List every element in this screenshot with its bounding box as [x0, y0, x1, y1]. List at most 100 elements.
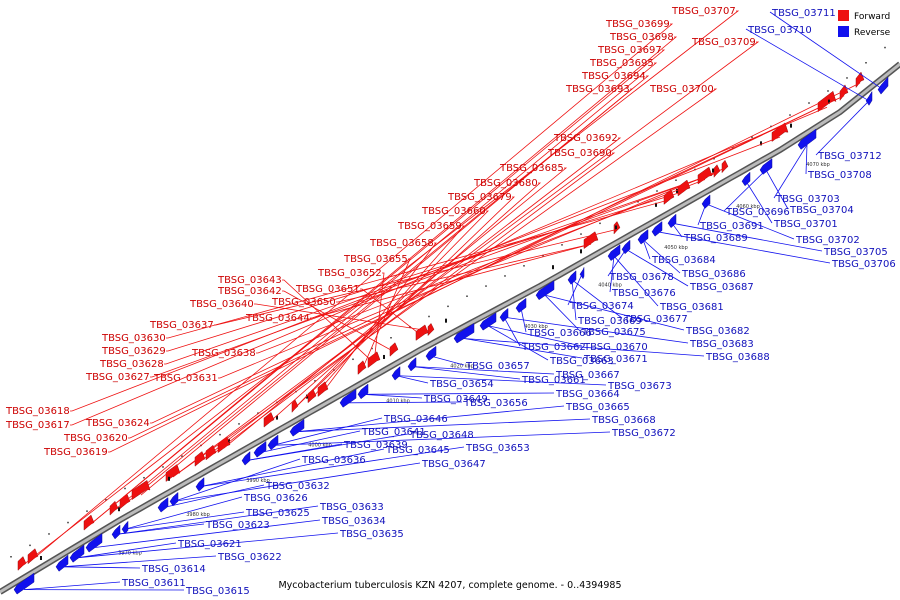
- reverse-leader-line: [61, 555, 217, 568]
- feature-mark: [552, 265, 554, 270]
- scale-dot: [846, 77, 848, 79]
- forward-leader-line: [218, 167, 726, 379]
- reverse-leader-line: [487, 325, 583, 347]
- feature-mark: [760, 141, 762, 146]
- forward-gene-label: TBSG_03629: [101, 346, 166, 357]
- reverse-gene: [797, 128, 817, 150]
- forward-leader-line: [294, 210, 489, 409]
- reverse-leader-line: [347, 401, 463, 404]
- feature-mark: [655, 202, 657, 207]
- scale-dot: [865, 62, 867, 64]
- forward-gene-label: TBSG_03685: [499, 163, 564, 174]
- forward-gene-label: TBSG_03618: [5, 406, 70, 417]
- scale-dot: [105, 499, 107, 501]
- reverse-gene-label: TBSG_03668: [591, 415, 656, 426]
- forward-leader-line: [124, 75, 650, 505]
- reverse-leader-line: [815, 100, 870, 156]
- reverse-gene-label: TBSG_03670: [583, 342, 648, 353]
- legend-swatch-forward: [838, 10, 849, 21]
- reverse-leader-line: [723, 169, 767, 212]
- reverse-leader-line: [567, 274, 583, 306]
- reverse-gene: [289, 418, 305, 437]
- reverse-gene-label: TBSG_03649: [423, 394, 488, 405]
- reverse-gene-label: TBSG_03688: [705, 352, 770, 363]
- reverse-gene-label: TBSG_03703: [775, 194, 840, 205]
- forward-gene-label: TBSG_03643: [217, 275, 282, 286]
- reverse-gene: [121, 520, 129, 535]
- reverse-leader-line: [115, 523, 205, 535]
- reverse-gene: [13, 572, 35, 595]
- reverse-leader-line: [769, 11, 884, 90]
- reverse-gene-label: TBSG_03634: [321, 516, 386, 527]
- forward-gene: [17, 556, 27, 571]
- scale-tick-label: 4060 kbp: [736, 204, 760, 210]
- reverse-gene-label: TBSG_03686: [681, 269, 746, 280]
- reverse-gene-label: TBSG_03626: [243, 493, 308, 504]
- reverse-gene: [169, 491, 179, 507]
- reverse-gene-label: TBSG_03611: [121, 578, 186, 589]
- reverse-leader-line: [124, 511, 245, 530]
- scale-dot: [314, 380, 316, 382]
- reverse-gene-label: TBSG_03676: [611, 288, 676, 299]
- forward-leader-line: [282, 290, 395, 353]
- feature-mark: [580, 249, 582, 254]
- reverse-gene: [195, 477, 205, 492]
- scale-tick-label: 4050 kbp: [664, 245, 688, 251]
- forward-gene-label: TBSG_03642: [217, 286, 282, 297]
- scale-dot: [371, 347, 373, 350]
- forward-gene: [109, 500, 119, 516]
- reverse-gene-label: TBSG_03663: [549, 356, 614, 367]
- forward-leader-line: [360, 288, 423, 337]
- scale-dot: [808, 102, 810, 104]
- reverse-gene-label: TBSG_03657: [465, 361, 530, 372]
- feature-mark: [790, 123, 792, 128]
- reverse-leader-line: [544, 294, 581, 332]
- reverse-gene-label: TBSG_03683: [689, 339, 754, 350]
- reverse-gene: [267, 434, 279, 451]
- scale-dot: [352, 358, 354, 361]
- reverse-gene-label: TBSG_03689: [683, 233, 748, 244]
- reverse-leader-line: [296, 418, 591, 433]
- scale-tick-label: 3990 kbp: [246, 478, 270, 484]
- reverse-gene-label: TBSG_03623: [205, 520, 270, 531]
- forward-gene: [583, 231, 599, 250]
- reverse-gene-label: TBSG_03684: [651, 255, 716, 266]
- scale-dot: [86, 510, 88, 512]
- forward-leader-line: [70, 136, 781, 412]
- reverse-gene-label: TBSG_03666: [527, 328, 592, 339]
- forward-gene-label: TBSG_03690: [547, 148, 612, 159]
- reverse-leader-line: [705, 203, 795, 240]
- forward-gene: [389, 342, 399, 357]
- reverse-leader-line: [173, 462, 421, 502]
- scale-dot: [884, 46, 886, 49]
- forward-gene-label: TBSG_03693: [565, 84, 630, 95]
- scale-dot: [675, 179, 677, 181]
- reverse-gene-label: TBSG_03653: [465, 443, 530, 454]
- reverse-leader-line: [199, 446, 465, 488]
- forward-gene-label: TBSG_03697: [597, 45, 662, 56]
- reverse-leader-line: [745, 28, 870, 102]
- feature-mark: [118, 507, 120, 512]
- scale-tick-label: 3970 kbp: [118, 550, 142, 556]
- reverse-gene-label: TBSG_03673: [607, 381, 672, 392]
- reverse-gene-label: TBSG_03633: [319, 502, 384, 513]
- forward-leader-line: [108, 82, 861, 453]
- forward-gene: [83, 514, 95, 531]
- forward-gene-label: TBSG_03631: [153, 373, 218, 384]
- forward-gene-label: TBSG_03700: [649, 84, 714, 95]
- scale-dot: [580, 233, 582, 235]
- reverse-gene-label: TBSG_03622: [217, 552, 282, 563]
- reverse-leader-line: [272, 431, 611, 446]
- reverse-leader-line: [61, 566, 141, 569]
- forward-gene: [205, 444, 217, 461]
- reverse-gene: [579, 267, 585, 280]
- forward-leader-line: [256, 179, 706, 354]
- reverse-leader-line: [544, 294, 685, 331]
- reverse-gene: [407, 356, 417, 372]
- scale-dot: [257, 412, 259, 414]
- reverse-leader-line: [642, 239, 651, 260]
- forward-gene: [415, 324, 429, 341]
- scale-dot: [713, 157, 715, 160]
- reverse-gene-label: TBSG_03632: [265, 481, 330, 492]
